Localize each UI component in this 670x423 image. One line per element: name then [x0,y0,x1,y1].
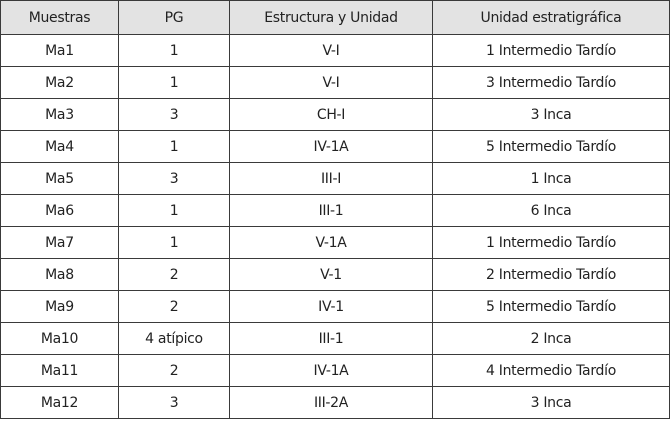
cell-unidad-estratigrafica: 3 Intermedio Tardío [432,66,670,99]
cell-unidad-estratigrafica: 3 Inca [432,98,670,131]
table-row: Ma7 1 V-1A 1 Intermedio Tardío [0,226,670,259]
cell-unidad-estratigrafica: 1 Inca [432,162,670,195]
cell-estructura-unidad: V-1A [229,226,433,259]
cell-pg: 2 [118,290,230,323]
cell-pg: 2 [118,258,230,291]
cell-pg: 3 [118,98,230,131]
cell-muestras: Ma8 [0,258,119,291]
cell-muestras: Ma2 [0,66,119,99]
cell-estructura-unidad: V-1 [229,258,433,291]
header-row: Muestras PG Estructura y Unidad Unidad estr… [0,0,670,35]
header-muestras: Muestras [0,0,119,35]
cell-muestras: Ma5 [0,162,119,195]
cell-pg: 2 [118,354,230,387]
table-row: Ma6 1 III-1 6 Inca [0,194,670,227]
cell-unidad-estratigrafica: 1 Intermedio Tardío [432,34,670,67]
cell-pg: 1 [118,34,230,67]
cell-estructura-unidad: III-2A [229,386,433,419]
cell-unidad-estratigrafica: 5 Intermedio Tardío [432,130,670,163]
cell-unidad-estratigrafica: 1 Intermedio Tardío [432,226,670,259]
cell-estructura-unidad: IV-1A [229,130,433,163]
cell-muestras: Ma6 [0,194,119,227]
cell-estructura-unidad: III-I [229,162,433,195]
cell-muestras: Ma12 [0,386,119,419]
cell-unidad-estratigrafica: 6 Inca [432,194,670,227]
cell-estructura-unidad: IV-1 [229,290,433,323]
cell-estructura-unidad: V-I [229,66,433,99]
cell-muestras: Ma1 [0,34,119,67]
table-row: Ma12 3 III-2A 3 Inca [0,386,670,419]
cell-estructura-unidad: V-I [229,34,433,67]
cell-muestras: Ma7 [0,226,119,259]
table-row: Ma3 3 CH-I 3 Inca [0,98,670,131]
cell-pg: 1 [118,194,230,227]
table-row: Ma10 4 atípico III-1 2 Inca [0,322,670,355]
cell-pg: 1 [118,130,230,163]
cell-pg: 3 [118,386,230,419]
table-row: Ma4 1 IV-1A 5 Intermedio Tardío [0,130,670,163]
cell-estructura-unidad: III-1 [229,194,433,227]
cell-estructura-unidad: III-1 [229,322,433,355]
table-row: Ma5 3 III-I 1 Inca [0,162,670,195]
cell-muestras: Ma4 [0,130,119,163]
header-estructura-unidad: Estructura y Unidad [229,0,433,35]
cell-muestras: Ma10 [0,322,119,355]
cell-unidad-estratigrafica: 2 Intermedio Tardío [432,258,670,291]
cell-unidad-estratigrafica: 4 Intermedio Tardío [432,354,670,387]
table-row: Ma9 2 IV-1 5 Intermedio Tardío [0,290,670,323]
table-row: Ma2 1 V-I 3 Intermedio Tardío [0,66,670,99]
cell-unidad-estratigrafica: 2 Inca [432,322,670,355]
table-row: Ma1 1 V-I 1 Intermedio Tardío [0,34,670,67]
cell-pg: 3 [118,162,230,195]
cell-unidad-estratigrafica: 5 Intermedio Tardío [432,290,670,323]
cell-estructura-unidad: IV-1A [229,354,433,387]
table-row: Ma8 2 V-1 2 Intermedio Tardío [0,258,670,291]
cell-muestras: Ma3 [0,98,119,131]
cell-muestras: Ma9 [0,290,119,323]
cell-pg: 1 [118,226,230,259]
cell-pg: 4 atípico [118,322,230,355]
table-row: Ma11 2 IV-1A 4 Intermedio Tardío [0,354,670,387]
cell-muestras: Ma11 [0,354,119,387]
cell-pg: 1 [118,66,230,99]
cell-estructura-unidad: CH-I [229,98,433,131]
cell-unidad-estratigrafica: 3 Inca [432,386,670,419]
header-pg: PG [118,0,230,35]
header-unidad-estratigrafica: Unidad estratigráfica [432,0,670,35]
